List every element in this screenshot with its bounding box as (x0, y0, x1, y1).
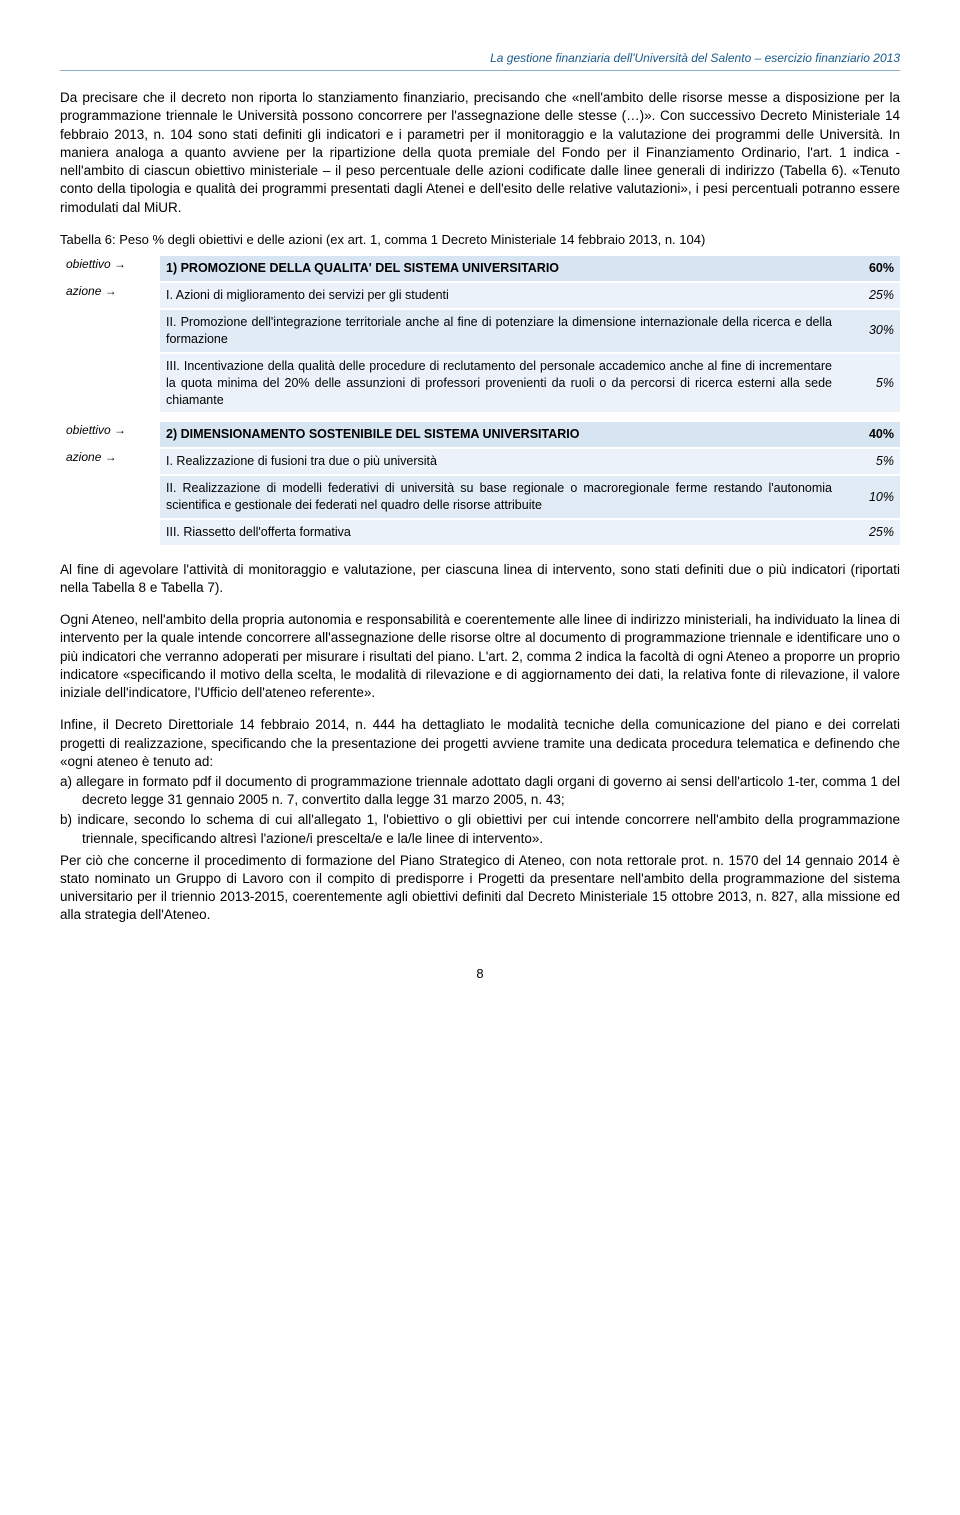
action-1-1-pct: 25% (838, 283, 900, 308)
list-item-a: a) allegare in formato pdf il documento … (60, 773, 900, 809)
obiettivo-label-2: obiettivo → (60, 422, 160, 447)
action-2-1-pct: 5% (838, 449, 900, 474)
objective-2-pct: 40% (838, 422, 900, 447)
paragraph-1: Da precisare che il decreto non riporta … (60, 89, 900, 217)
paragraph-4: Infine, il Decreto Direttoriale 14 febbr… (60, 716, 900, 771)
azione-label-1: azione → (60, 283, 160, 412)
table-caption: Tabella 6: Peso % degli obiettivi e dell… (60, 231, 900, 249)
paragraph-5: Per ciò che concerne il procedimento di … (60, 852, 900, 925)
objective-1-pct: 60% (838, 256, 900, 281)
table-spacer (60, 414, 900, 420)
objectives-table: obiettivo → 1) PROMOZIONE DELLA QUALITA'… (60, 254, 900, 547)
paragraph-3: Ogni Ateneo, nell'ambito della propria a… (60, 611, 900, 702)
action-1-1: I. Azioni di miglioramento dei servizi p… (160, 283, 838, 308)
page-number: 8 (60, 965, 900, 983)
objective-1-title: 1) PROMOZIONE DELLA QUALITA' DEL SISTEMA… (160, 256, 838, 281)
list-item-b: b) indicare, secondo lo schema di cui al… (60, 811, 900, 847)
action-1-3-pct: 5% (838, 354, 900, 413)
action-2-2-pct: 10% (838, 476, 900, 518)
action-1-2-pct: 30% (838, 310, 900, 352)
lettered-list: a) allegare in formato pdf il documento … (60, 773, 900, 848)
azione-label-2: azione → (60, 449, 160, 545)
action-2-3-pct: 25% (838, 520, 900, 545)
obiettivo-label-1: obiettivo → (60, 256, 160, 281)
objective-2-title: 2) DIMENSIONAMENTO SOSTENIBILE DEL SISTE… (160, 422, 838, 447)
action-1-3: III. Incentivazione della qualità delle … (160, 354, 838, 413)
paragraph-2: Al fine di agevolare l'attività di monit… (60, 561, 900, 597)
action-2-2: II. Realizzazione di modelli federativi … (160, 476, 838, 518)
running-head: La gestione finanziaria dell'Università … (60, 50, 900, 71)
action-1-2: II. Promozione dell'integrazione territo… (160, 310, 838, 352)
action-2-1: I. Realizzazione di fusioni tra due o pi… (160, 449, 838, 474)
action-2-3: III. Riassetto dell'offerta formativa (160, 520, 838, 545)
